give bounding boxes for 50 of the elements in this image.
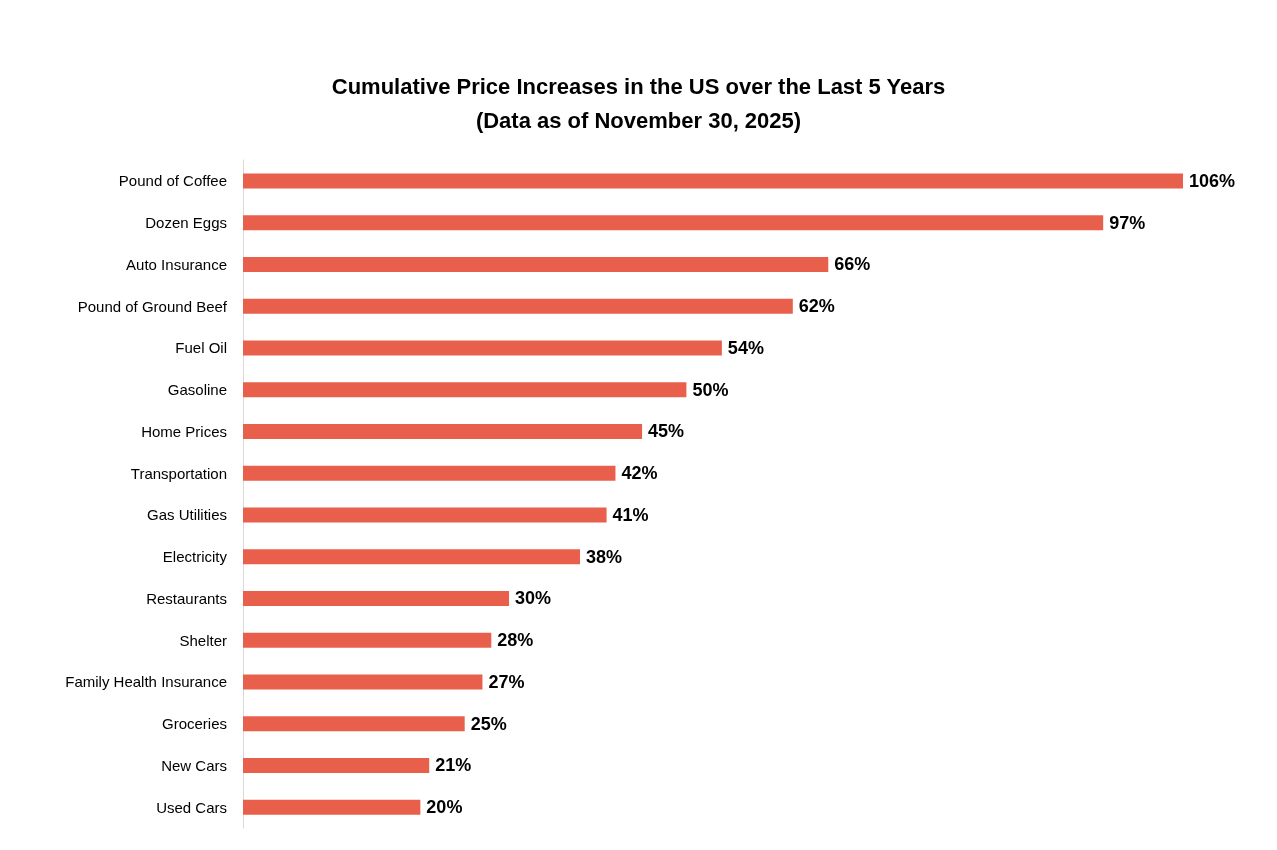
- y-tick-label: Auto Insurance: [126, 255, 227, 273]
- bar: [243, 173, 1183, 189]
- bar: [243, 507, 607, 523]
- bar: [243, 549, 580, 565]
- data-label: 27%: [488, 671, 525, 692]
- bar: [243, 590, 510, 606]
- bar: [243, 423, 643, 439]
- y-tick-label: Family Health Insurance: [65, 673, 227, 691]
- y-tick-label: Gas Utilities: [146, 506, 227, 524]
- y-tick-label: New Cars: [161, 756, 227, 774]
- y-tick-label: Groceries: [161, 715, 227, 733]
- data-label: 30%: [515, 588, 552, 609]
- data-label: 20%: [426, 797, 463, 818]
- data-label: 25%: [470, 713, 507, 734]
- data-label: 45%: [648, 421, 685, 442]
- y-tick-label: Dozen Eggs: [145, 214, 227, 232]
- y-tick-label: Used Cars: [156, 798, 227, 816]
- chart-subtitle: (Data as of November 30, 2025): [475, 107, 802, 133]
- bar: [243, 799, 421, 815]
- data-label: 38%: [585, 546, 623, 567]
- data-label: 62%: [798, 296, 835, 317]
- data-label: 97%: [1109, 212, 1146, 233]
- bar: [243, 256, 829, 272]
- bar: [243, 382, 687, 398]
- y-tick-label: Shelter: [179, 631, 227, 649]
- y-tick-label: Restaurants: [146, 589, 227, 607]
- bar: [243, 716, 465, 732]
- data-label: 41%: [612, 504, 649, 525]
- chart-title: Cumulative Price Increases in the US over the Last 5 Years: [331, 73, 946, 99]
- data-label: 106%: [1189, 170, 1236, 191]
- data-label: 42%: [621, 463, 658, 484]
- bar: [243, 215, 1104, 231]
- bar: [243, 757, 430, 773]
- y-tick-label: Gasoline: [167, 381, 227, 399]
- y-tick-label: Home Prices: [141, 422, 227, 440]
- y-tick-label: Electricity: [162, 548, 228, 566]
- data-label: 50%: [692, 379, 729, 400]
- bar: [243, 298, 793, 314]
- data-label: 54%: [727, 337, 764, 358]
- bar: [243, 674, 483, 690]
- bar: [243, 465, 616, 481]
- y-tick-label: Pound of Coffee: [118, 172, 227, 190]
- data-label: 28%: [497, 630, 534, 651]
- bar: [243, 340, 722, 356]
- data-label: 66%: [834, 254, 871, 275]
- y-tick-label: Pound of Ground Beef: [77, 297, 228, 315]
- bar: [243, 632, 492, 648]
- y-tick-label: Fuel Oil: [175, 339, 227, 357]
- data-label: 21%: [435, 755, 472, 776]
- y-tick-label: Transportation: [130, 464, 227, 482]
